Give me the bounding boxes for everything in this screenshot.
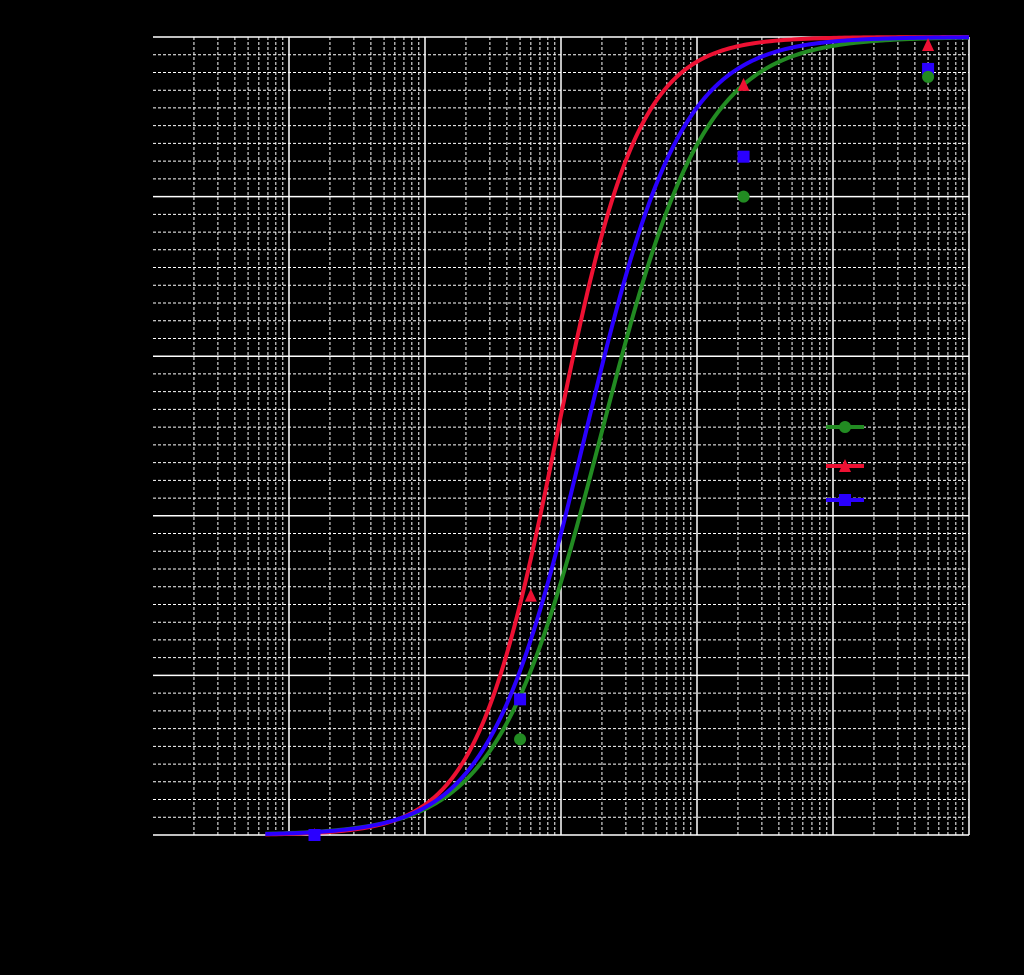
- series-curves: [265, 35, 970, 837]
- end-marker-1: [922, 37, 935, 51]
- end-markers: [922, 37, 935, 83]
- data-point-series-3: [514, 693, 527, 706]
- end-marker-3: [922, 70, 935, 83]
- data-point-series-3: [308, 829, 321, 841]
- series-line-3: [265, 35, 970, 836]
- data-point-series-2: [737, 77, 750, 91]
- data-point-series-1: [737, 190, 750, 203]
- legend-marker-3: [839, 494, 851, 506]
- data-point-series-3: [737, 150, 750, 163]
- legend-marker-2: [839, 459, 851, 472]
- data-point-series-2: [524, 588, 537, 602]
- series-markers: [308, 77, 750, 841]
- legend-marker-1: [839, 421, 851, 433]
- data-point-series-1: [514, 733, 527, 746]
- legend: [826, 421, 864, 506]
